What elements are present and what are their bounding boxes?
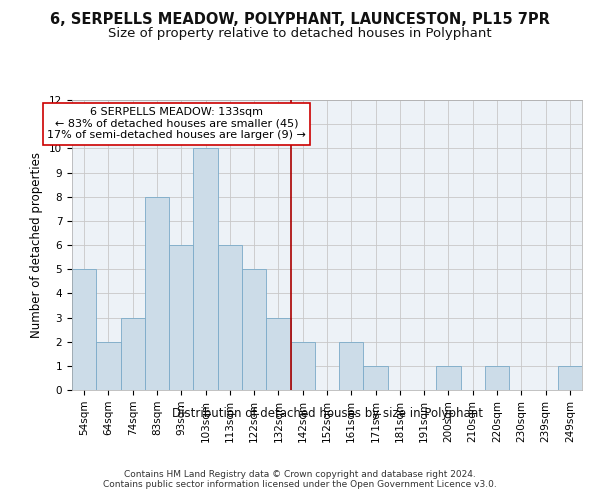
Text: Distribution of detached houses by size in Polyphant: Distribution of detached houses by size … xyxy=(172,408,482,420)
Y-axis label: Number of detached properties: Number of detached properties xyxy=(31,152,43,338)
Bar xyxy=(169,245,193,390)
Bar xyxy=(485,366,509,390)
Text: Contains HM Land Registry data © Crown copyright and database right 2024.
Contai: Contains HM Land Registry data © Crown c… xyxy=(103,470,497,490)
Bar xyxy=(72,269,96,390)
Text: Size of property relative to detached houses in Polyphant: Size of property relative to detached ho… xyxy=(108,28,492,40)
Text: 6 SERPELLS MEADOW: 133sqm
← 83% of detached houses are smaller (45)
17% of semi-: 6 SERPELLS MEADOW: 133sqm ← 83% of detac… xyxy=(47,108,306,140)
Bar xyxy=(266,318,290,390)
Bar xyxy=(96,342,121,390)
Bar xyxy=(436,366,461,390)
Bar xyxy=(242,269,266,390)
Bar xyxy=(364,366,388,390)
Bar xyxy=(218,245,242,390)
Bar xyxy=(558,366,582,390)
Bar xyxy=(339,342,364,390)
Bar xyxy=(145,196,169,390)
Text: 6, SERPELLS MEADOW, POLYPHANT, LAUNCESTON, PL15 7PR: 6, SERPELLS MEADOW, POLYPHANT, LAUNCESTO… xyxy=(50,12,550,28)
Bar xyxy=(193,148,218,390)
Bar xyxy=(290,342,315,390)
Bar xyxy=(121,318,145,390)
